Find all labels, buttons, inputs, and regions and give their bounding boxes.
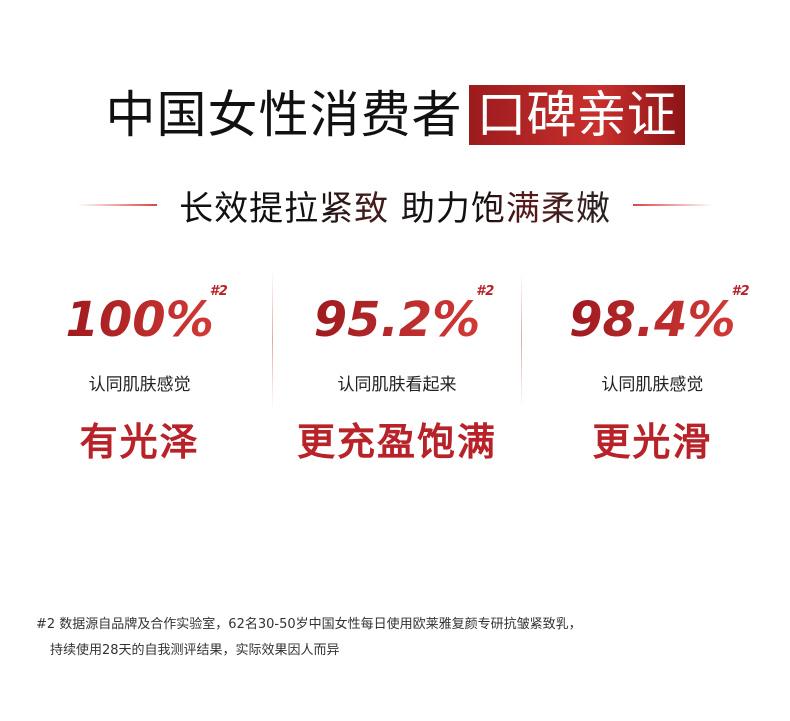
column-divider	[521, 270, 522, 410]
stat-claim: 更光滑	[592, 420, 713, 464]
stat-card: 98.4% #2 认同肌肤感觉 更光滑	[514, 275, 790, 467]
stat-value: 100% #2	[66, 275, 228, 365]
subtitle: 长效提拉紧致 助力饱满柔嫩	[179, 181, 611, 230]
footnote-mark: #2	[209, 284, 228, 299]
footnote-line-1: #2 数据源自品牌及合作实验室，62名30-50岁中国女性每日使用欧莱雅复颜专研…	[36, 617, 582, 632]
footnote-mark: #2	[476, 284, 495, 299]
stat-claim: 有光泽	[79, 420, 200, 464]
stat-value: 95.2% #2	[314, 275, 494, 365]
footnote-mark: #2	[731, 284, 750, 299]
stat-description: 认同肌肤看起来	[337, 375, 457, 395]
headline-main: 中国女性消费者	[105, 86, 463, 144]
column-divider	[272, 270, 273, 410]
right-decorative-line	[632, 204, 713, 206]
stat-claim: 更充盈饱满	[296, 420, 497, 464]
stats-row: 100% #2 认同肌肤感觉 有光泽 95.2% #2 认同肌肤看起来 更充盈饱满 …	[0, 275, 790, 467]
stat-value: 98.4% #2	[569, 275, 750, 365]
left-decorative-line	[77, 204, 158, 206]
stat-card: 95.2% #2 认同肌肤看起来 更充盈饱满	[279, 275, 513, 467]
subtitle-row: 长效提拉紧致 助力饱满柔嫩	[0, 180, 790, 230]
stat-description: 认同肌肤感觉	[601, 375, 704, 395]
footnote: #2 数据源自品牌及合作实验室，62名30-50岁中国女性每日使用欧莱雅复颜专研…	[36, 612, 582, 664]
stat-card: 100% #2 认同肌肤感觉 有光泽	[0, 275, 279, 467]
footnote-line-2: 持续使用28天的自我测评结果，实际效果因人而异	[50, 643, 340, 658]
headline: 中国女性消费者 口碑亲证	[0, 85, 790, 145]
headline-highlight: 口碑亲证	[468, 85, 685, 145]
stat-description: 认同肌肤感觉	[88, 375, 191, 395]
